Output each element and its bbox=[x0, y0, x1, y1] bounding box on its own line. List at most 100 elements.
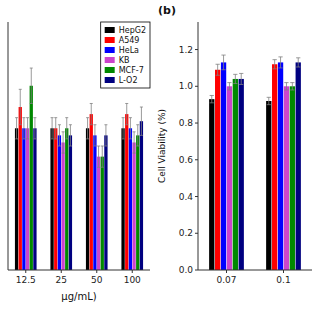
bar bbox=[284, 86, 289, 270]
error-bar bbox=[93, 125, 96, 146]
error-bar bbox=[19, 89, 22, 124]
series bbox=[22, 118, 132, 270]
error-bar bbox=[227, 83, 231, 90]
error-bar bbox=[54, 118, 57, 139]
legend-label: KB bbox=[119, 56, 130, 65]
bar bbox=[125, 114, 128, 270]
bar bbox=[278, 62, 283, 270]
error-bar bbox=[216, 64, 220, 75]
bar bbox=[209, 99, 214, 270]
bar bbox=[90, 114, 93, 270]
bar bbox=[239, 79, 244, 270]
error-bar bbox=[62, 132, 65, 153]
y-tick bbox=[195, 196, 198, 197]
error-bar bbox=[86, 118, 89, 139]
x-tick-label: 100 bbox=[124, 275, 141, 285]
error-bar bbox=[136, 125, 139, 146]
legend-swatch bbox=[105, 47, 115, 53]
error-bar bbox=[104, 125, 107, 146]
bar bbox=[227, 86, 232, 270]
x-axis-label: μg/mL) bbox=[61, 291, 96, 302]
x-tick bbox=[132, 270, 133, 273]
y-axis-label: Cell Viability (%) bbox=[157, 109, 167, 183]
legend-swatch bbox=[105, 27, 115, 33]
y-tick-label: 0.2 bbox=[179, 228, 193, 238]
error-bar bbox=[273, 60, 277, 69]
error-bar bbox=[69, 125, 72, 146]
error-bar bbox=[26, 118, 29, 139]
error-bar bbox=[210, 95, 214, 102]
error-bar bbox=[51, 118, 54, 139]
legend-label: A549 bbox=[119, 36, 140, 45]
bar bbox=[221, 62, 226, 270]
x-tick bbox=[226, 270, 227, 273]
error-bar bbox=[97, 146, 100, 167]
bar bbox=[104, 135, 107, 270]
error-bar bbox=[278, 57, 282, 68]
panel: 0.070.10.00.20.40.60.81.01.2Cell Viabili… bbox=[157, 4, 312, 285]
error-bar bbox=[33, 118, 36, 139]
bar bbox=[121, 128, 124, 270]
series bbox=[215, 60, 277, 270]
bar bbox=[30, 86, 33, 270]
x-tick-label: 50 bbox=[91, 275, 103, 285]
error-bar bbox=[296, 58, 300, 67]
bar bbox=[233, 79, 238, 270]
bar bbox=[132, 142, 135, 270]
legend-swatch bbox=[105, 67, 115, 73]
legend-label: HeLa bbox=[119, 46, 139, 55]
bar bbox=[22, 128, 25, 270]
bar bbox=[140, 121, 143, 270]
series bbox=[26, 118, 136, 270]
y-tick-label: 0.0 bbox=[179, 265, 194, 275]
y-tick-label: 0.8 bbox=[179, 118, 194, 128]
legend-label: MCF-7 bbox=[119, 66, 144, 75]
bar bbox=[101, 157, 104, 270]
bar bbox=[272, 64, 277, 270]
y-axis-line bbox=[8, 22, 9, 270]
legend-frame bbox=[101, 22, 150, 88]
bar bbox=[93, 135, 96, 270]
x-tick-label: 0.1 bbox=[276, 275, 290, 285]
bar bbox=[97, 157, 100, 270]
y-tick-label: 1.0 bbox=[179, 81, 194, 91]
error-bar bbox=[15, 118, 18, 139]
error-bar bbox=[58, 125, 61, 146]
y-tick bbox=[195, 233, 198, 234]
x-tick bbox=[283, 270, 284, 273]
y-tick bbox=[195, 270, 198, 271]
y-tick bbox=[195, 123, 198, 124]
x-axis-line bbox=[8, 270, 150, 271]
bar bbox=[50, 128, 53, 270]
bar bbox=[26, 128, 29, 270]
legend-label: L-O2 bbox=[119, 76, 138, 85]
series bbox=[33, 107, 143, 270]
error-bar bbox=[267, 97, 271, 104]
x-tick bbox=[61, 270, 62, 273]
x-tick-label: 12.5 bbox=[16, 275, 36, 285]
bar bbox=[58, 135, 61, 270]
error-bar bbox=[221, 55, 225, 70]
series bbox=[233, 74, 295, 270]
bar bbox=[86, 128, 89, 270]
plot-area bbox=[209, 55, 301, 270]
y-tick bbox=[195, 86, 198, 87]
legend-swatch bbox=[105, 37, 115, 43]
bar bbox=[290, 86, 295, 270]
bar bbox=[296, 62, 301, 270]
error-bar bbox=[125, 103, 128, 124]
x-axis-line bbox=[198, 270, 312, 271]
bar bbox=[129, 128, 132, 270]
legend-swatch bbox=[105, 57, 115, 63]
error-bar bbox=[101, 146, 104, 167]
figure: 12.52550100μg/mL)HepG2A549HeLaKBMCF-7L-O… bbox=[0, 0, 320, 320]
error-bar bbox=[30, 68, 33, 103]
bar bbox=[266, 101, 271, 270]
error-bar bbox=[239, 73, 243, 84]
y-tick-label: 1.2 bbox=[179, 45, 193, 55]
error-bar bbox=[140, 107, 143, 135]
error-bar bbox=[90, 103, 93, 124]
y-tick-label: 0.4 bbox=[179, 192, 194, 202]
x-tick-label: 0.07 bbox=[216, 275, 236, 285]
bar bbox=[215, 70, 220, 270]
